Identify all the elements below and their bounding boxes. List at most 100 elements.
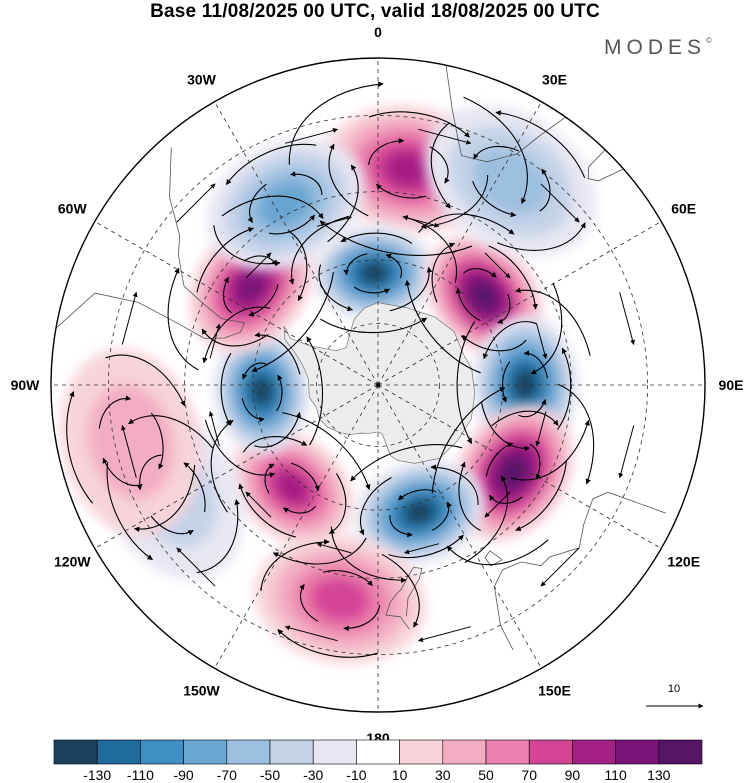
positive-anomaly-170w-level-3 (310, 577, 370, 622)
positive-anomaly-170w-circulation (260, 539, 420, 658)
streamline (102, 457, 143, 487)
streamline (98, 395, 132, 429)
positive-anomaly-120e-circulation (431, 383, 595, 566)
streamline (473, 145, 520, 160)
streamline (389, 514, 413, 538)
streamline (484, 252, 511, 279)
positive-anomaly-55e-level-6 (471, 283, 497, 310)
negative-anomaly-25w-circulation (213, 143, 359, 267)
streamline (495, 110, 586, 178)
south-america-coast (55, 147, 246, 340)
negative-anomaly-90w-circulation (202, 306, 324, 478)
streamline (220, 352, 232, 426)
map-boundary (50, 57, 706, 713)
streamline (269, 214, 315, 235)
streamline (353, 286, 391, 294)
lon-30e-label: 30E (542, 71, 567, 87)
lon-60e-label: 60E (671, 201, 696, 217)
streamline (284, 625, 338, 642)
streamline (540, 183, 580, 223)
streamline (491, 410, 559, 427)
streamline (241, 398, 265, 423)
colorbar-tick-label: 110 (604, 767, 627, 783)
streamline (204, 419, 276, 478)
meridian-line (214, 101, 379, 386)
streamline (210, 420, 234, 513)
streamline (431, 242, 456, 303)
meridian-line (377, 384, 542, 669)
meridian-line (214, 384, 379, 669)
lon-90w-label: 90W (11, 377, 41, 393)
streamline (330, 526, 407, 583)
streamline (557, 383, 595, 485)
brand-mark: © (706, 36, 712, 45)
colorbar-tick-label: -70 (217, 767, 237, 783)
streamline (289, 171, 323, 195)
anomaly-field (60, 105, 596, 664)
streamline (183, 462, 206, 513)
streamline (540, 547, 580, 587)
streamline (208, 411, 220, 447)
streamline (201, 328, 269, 347)
meridian-line (377, 221, 662, 386)
colorbar-swatch (485, 739, 530, 765)
positive-anomaly-0-circulation (288, 81, 528, 256)
streamline (276, 374, 283, 412)
streamline (404, 216, 440, 228)
streamline (288, 81, 384, 165)
colorbar-swatch (312, 739, 357, 765)
streamline (385, 253, 403, 279)
streamline (209, 323, 221, 359)
streamline (510, 419, 590, 481)
streamline (282, 505, 316, 514)
positive-anomaly-105w-circulation (66, 354, 196, 533)
colorbar-swatch (226, 739, 271, 765)
streamline (418, 626, 471, 642)
colorbar-tick-label: 130 (647, 767, 671, 783)
streamline (530, 282, 563, 375)
streamline (518, 398, 547, 418)
lon-0-label: 0 (374, 24, 382, 40)
streamline (619, 292, 635, 345)
lon-60w-label: 60W (58, 201, 88, 217)
meridian-line (94, 221, 379, 386)
colorbar-swatch (269, 739, 314, 765)
negative-anomaly-155e-circulation (330, 444, 509, 583)
streamline (397, 489, 437, 501)
streamline (245, 491, 272, 518)
streamline (359, 477, 392, 536)
latitude-circle (252, 259, 504, 511)
streamline (327, 164, 359, 243)
streamline (463, 96, 528, 204)
positive-anomaly-105w (60, 348, 202, 536)
meridian-line (377, 384, 662, 549)
streamline (446, 539, 549, 566)
colorbar: -130 -110 -90 -70 -50 -30 -10 10 30 50 70 90 110 130 (53, 739, 703, 783)
positive-anomaly-0-level-4 (383, 151, 433, 188)
streamline (485, 442, 514, 477)
latitude-circle (107, 114, 649, 656)
negative-anomaly-25w (206, 137, 365, 271)
positive-anomaly-105w-level-1 (87, 384, 175, 500)
negative-anomaly-155e (353, 459, 485, 565)
positive-anomaly-55w-level-5 (236, 269, 267, 303)
colorbar-swatch (528, 739, 573, 765)
streamline (320, 317, 428, 334)
latitude-circle (316, 323, 440, 447)
streamline (404, 279, 481, 374)
colorbar-tick-label: 50 (478, 767, 494, 783)
streamline (241, 362, 267, 380)
colorbar-swatch (53, 739, 98, 765)
streamline (480, 401, 531, 452)
streamline (150, 412, 164, 470)
colorbar-tick-label: -90 (173, 767, 193, 783)
madagascar-coast (587, 149, 641, 182)
streamline (176, 547, 216, 587)
streamline (254, 411, 302, 448)
streamlines (66, 81, 635, 658)
streamline (213, 225, 281, 267)
streamline (496, 222, 586, 251)
streamline (222, 276, 233, 314)
streamline (225, 143, 317, 186)
